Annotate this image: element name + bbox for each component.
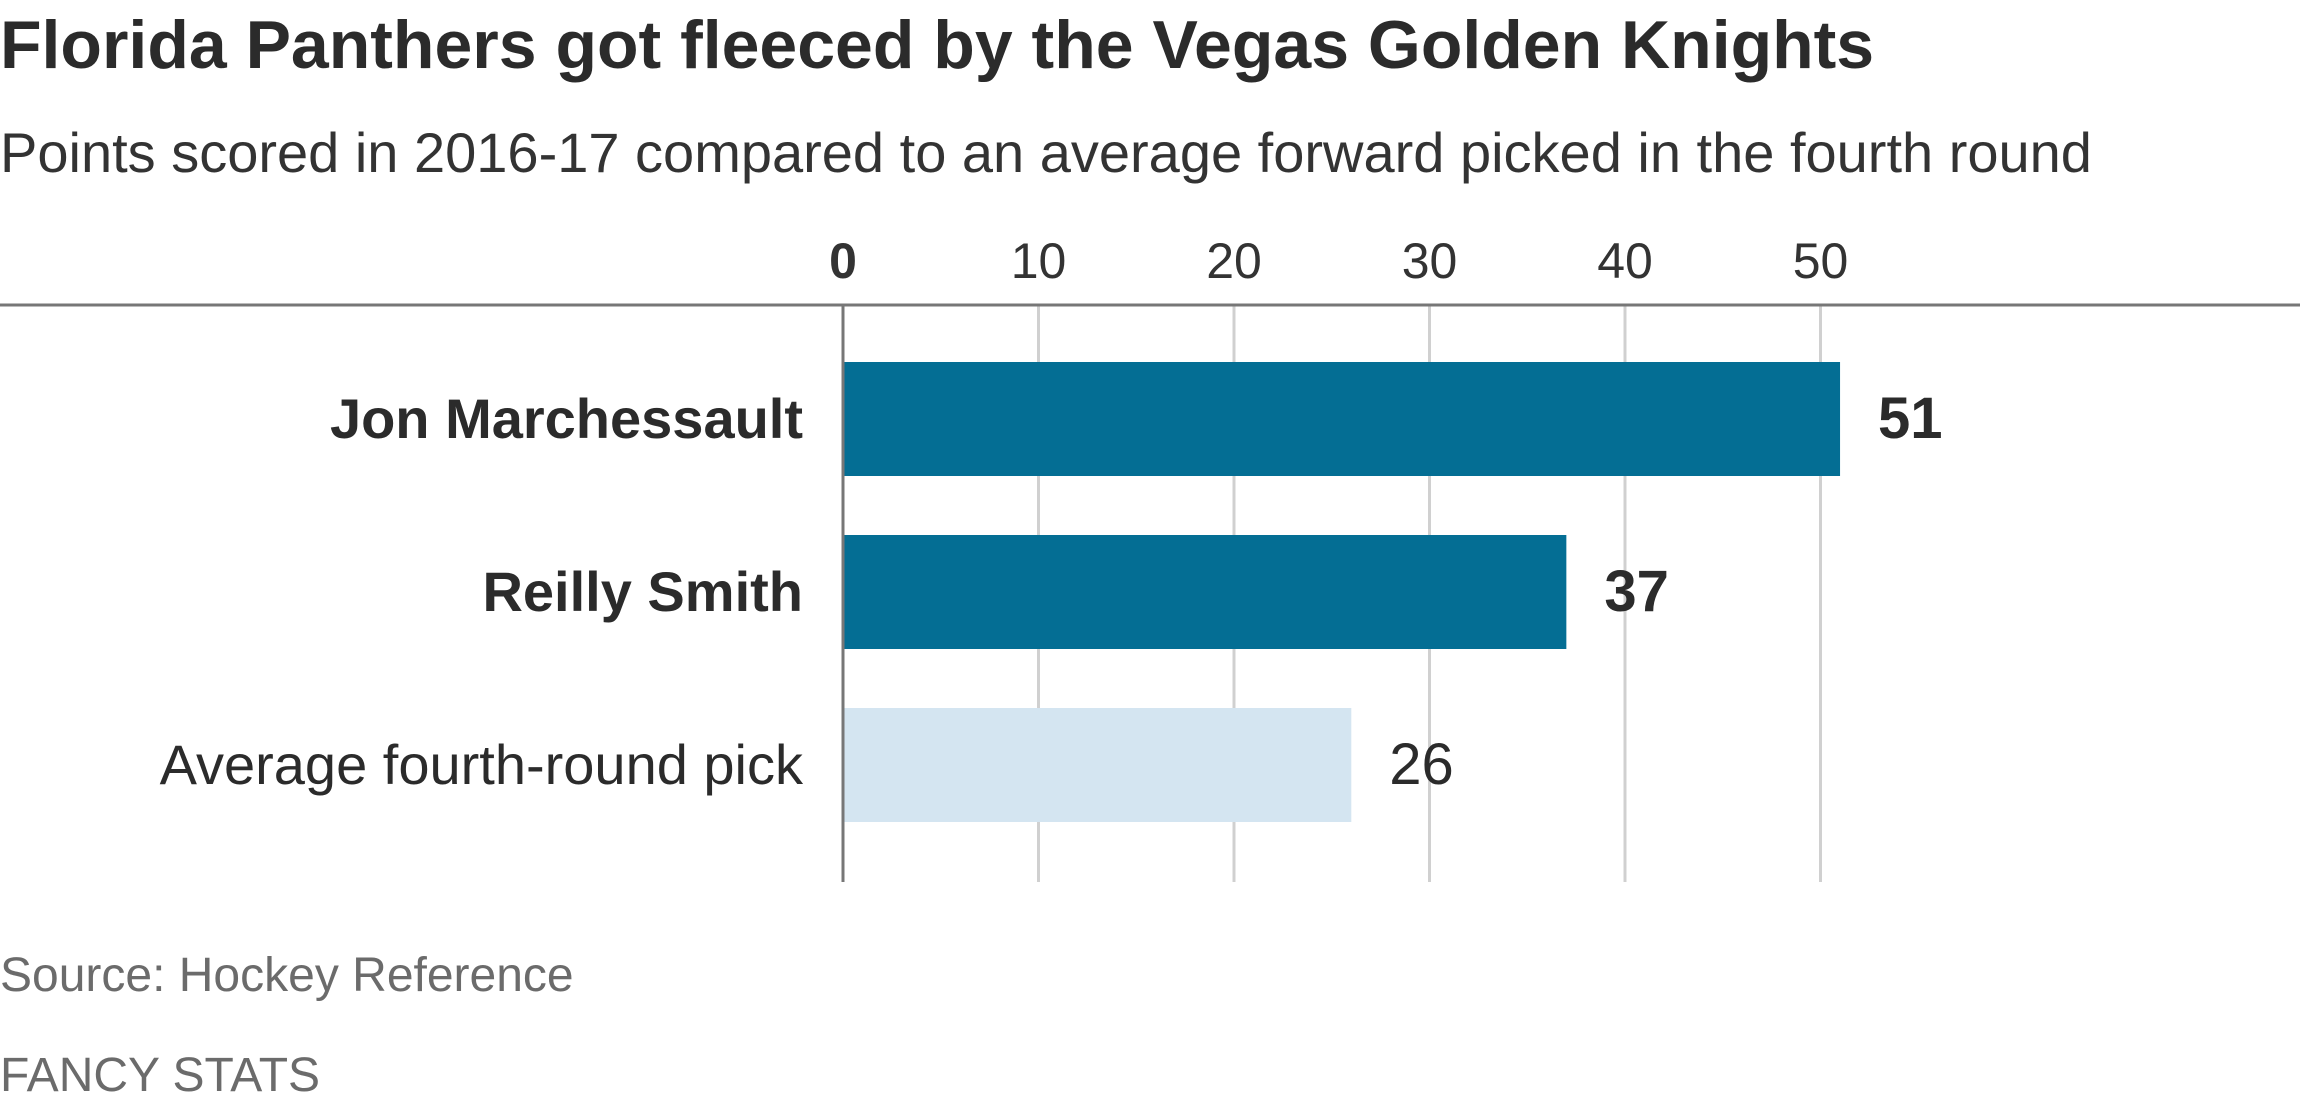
x-tick-label: 40 <box>1597 233 1653 289</box>
x-tick-label: 30 <box>1402 233 1458 289</box>
value-label: 26 <box>1389 732 1454 797</box>
x-tick-label: 50 <box>1793 233 1849 289</box>
bars <box>843 362 1841 822</box>
x-tick-label: 0 <box>829 233 857 289</box>
bar <box>843 362 1841 476</box>
bar <box>843 535 1567 649</box>
category-label: Jon Marchessault <box>330 387 803 450</box>
source-note: Source: Hockey Reference <box>0 949 574 1002</box>
credit-note: FANCY STATS <box>0 1049 321 1102</box>
category-label: Average fourth-round pick <box>160 733 804 796</box>
labels: 0 10 20 30 40 50 Jon Marchessault 51 Reilly Smit… <box>160 233 1943 797</box>
value-label: 37 <box>1604 559 1669 624</box>
chart-subtitle: Points scored in 2016-17 compared to an … <box>0 121 2092 184</box>
axes <box>0 303 2300 882</box>
x-tick-label: 10 <box>1011 233 1067 289</box>
chart-title: Florida Panthers got fleeced by the Vega… <box>0 7 1875 83</box>
category-label: Reilly Smith <box>482 560 803 623</box>
bar <box>843 708 1352 822</box>
x-tick-label: 20 <box>1206 233 1262 289</box>
value-label: 51 <box>1878 386 1943 451</box>
